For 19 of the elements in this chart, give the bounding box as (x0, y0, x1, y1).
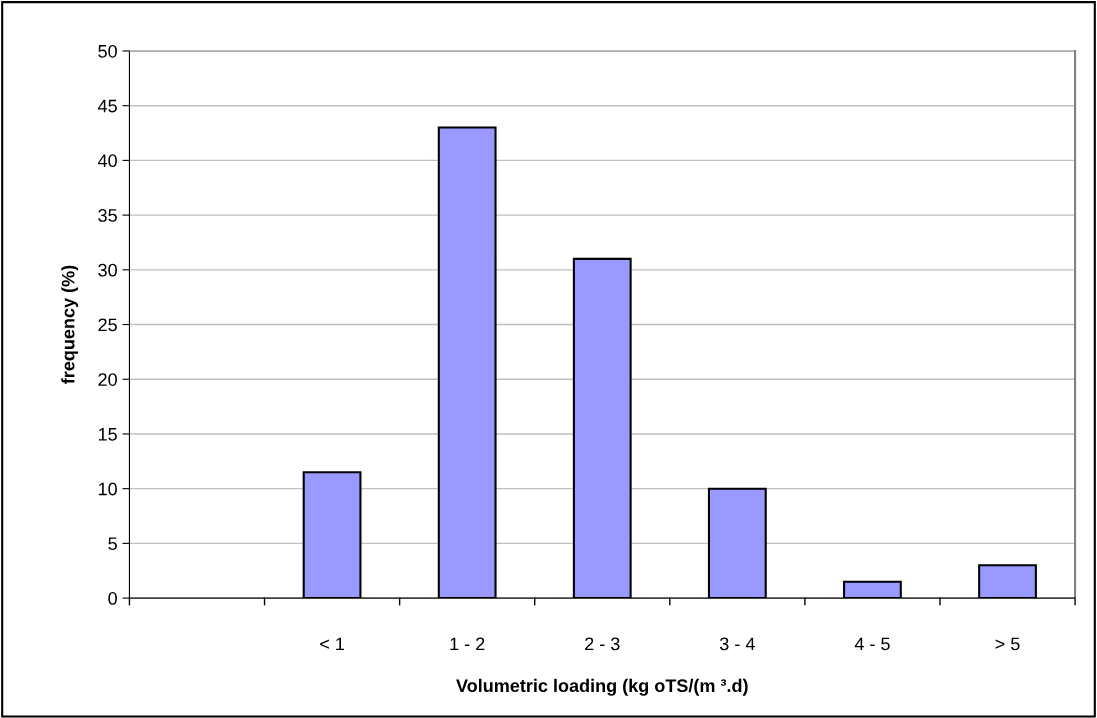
x-tick-label: 4 - 5 (854, 637, 890, 651)
y-tick-label: 5 (108, 537, 117, 551)
y-tick-label: 15 (98, 428, 117, 441)
x-axis-title: Volumetric loading (kg oTS/(m ³.d) (456, 678, 748, 696)
x-tick-label: > 5 (995, 637, 1020, 651)
x-tick-label: 2 - 3 (585, 637, 620, 651)
y-tick-label: 40 (97, 154, 117, 168)
y-tick-label: 0 (108, 592, 117, 605)
x-tick-label: < 1 (320, 637, 344, 651)
y-axis-title: frequency (%) (61, 265, 79, 384)
y-tick-label: 45 (97, 99, 117, 113)
y-tick-label: 30 (98, 263, 117, 277)
y-tick-label: 10 (98, 482, 117, 496)
y-tick-label: 20 (98, 373, 117, 386)
x-tick-label: 1 - 2 (450, 637, 485, 651)
y-tick-label: 50 (98, 44, 117, 58)
y-tick-label: 35 (98, 209, 117, 222)
x-tick-label: 3 - 4 (719, 637, 755, 651)
y-tick-label: 25 (98, 318, 117, 332)
